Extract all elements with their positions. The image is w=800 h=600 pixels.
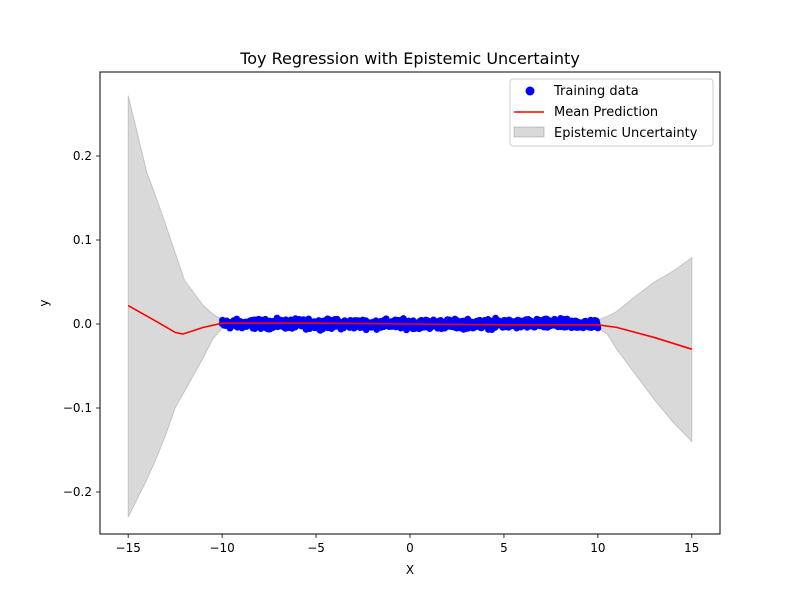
uncertainty-band xyxy=(127,95,693,518)
chart-title: Toy Regression with Epistemic Uncertaint… xyxy=(239,49,580,68)
uncertainty-band-layer xyxy=(127,95,693,518)
legend-marker-epistemic-uncertainty xyxy=(513,126,545,138)
x-axis-label: X xyxy=(406,563,414,577)
x-axis-ticks: −15 −10 −5 0 5 10 15 xyxy=(116,534,699,555)
x-tick-label: −10 xyxy=(209,541,234,555)
legend-marker-training-data xyxy=(525,86,535,96)
legend-label-epistemic-uncertainty: Epistemic Uncertainty xyxy=(554,126,698,141)
x-tick-label: 10 xyxy=(590,541,605,555)
x-tick-label: 5 xyxy=(500,541,508,555)
legend-label-training-data: Training data xyxy=(553,84,639,99)
legend-frame xyxy=(509,78,714,147)
y-tick-label: −0.2 xyxy=(63,485,92,499)
y-tick-label: −0.1 xyxy=(63,401,92,415)
y-tick-label: 0.0 xyxy=(73,317,92,331)
x-tick-label: 0 xyxy=(406,541,414,555)
x-tick-label: 15 xyxy=(684,541,699,555)
x-tick-label: −15 xyxy=(116,541,141,555)
training-data-point xyxy=(594,324,602,332)
plot-area xyxy=(127,95,693,518)
y-tick-label: 0.2 xyxy=(73,149,92,163)
y-tick-label: 0.1 xyxy=(73,233,92,247)
mean-prediction-line xyxy=(127,304,693,350)
legend: Training data Mean Prediction Epistemic … xyxy=(509,78,714,147)
y-axis-ticks: −0.2 −0.1 0.0 0.1 0.2 xyxy=(63,149,100,499)
x-tick-label: −5 xyxy=(307,541,325,555)
y-axis-label: y xyxy=(37,299,51,306)
mean-prediction-layer xyxy=(127,304,693,350)
legend-label-mean-prediction: Mean Prediction xyxy=(554,105,658,120)
